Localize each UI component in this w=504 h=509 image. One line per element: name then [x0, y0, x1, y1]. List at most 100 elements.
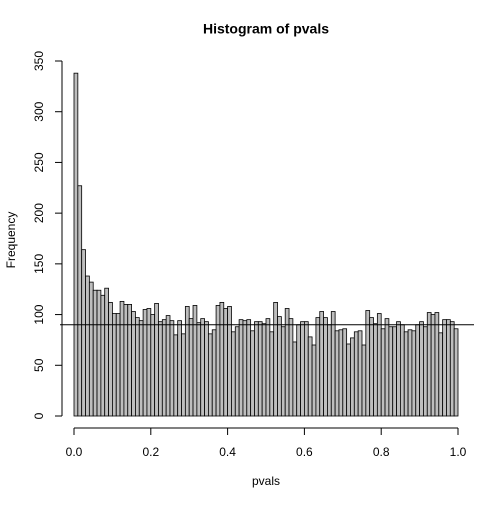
- bar: [334, 330, 340, 417]
- bar: [177, 320, 182, 417]
- bar: [231, 331, 236, 417]
- bar: [192, 305, 198, 417]
- bar: [319, 311, 325, 417]
- bar: [234, 326, 240, 417]
- bar: [127, 304, 133, 417]
- bar: [254, 321, 259, 417]
- bar: [115, 313, 121, 417]
- bar: [315, 317, 321, 417]
- bar: [449, 321, 455, 417]
- bar: [327, 324, 332, 417]
- bar: [85, 275, 90, 417]
- bar: [407, 329, 413, 417]
- bar: [104, 287, 109, 417]
- bar: [250, 330, 255, 417]
- x-tick-label: 0.4: [219, 445, 236, 459]
- bar: [196, 322, 202, 417]
- bar: [77, 185, 83, 417]
- bar: [280, 326, 286, 417]
- bar: [150, 314, 156, 417]
- bar: [330, 311, 336, 417]
- bar: [411, 330, 417, 417]
- y-tick-label: 100: [32, 304, 46, 324]
- x-tick-label: 0.0: [66, 445, 83, 459]
- bar: [446, 319, 451, 417]
- bar: [338, 329, 344, 417]
- bar: [388, 326, 394, 417]
- bar: [403, 331, 409, 417]
- bar: [88, 281, 94, 417]
- bar: [131, 311, 136, 417]
- bar: [423, 326, 428, 417]
- y-tick-label: 350: [32, 51, 46, 71]
- bar: [426, 312, 432, 417]
- bar: [303, 321, 309, 417]
- bar: [353, 331, 359, 417]
- bar: [73, 72, 79, 417]
- bar: [257, 321, 263, 417]
- bar: [307, 336, 313, 417]
- bar: [311, 344, 317, 417]
- x-tick-label: 0.8: [373, 445, 390, 459]
- bar: [288, 318, 294, 417]
- bar: [108, 301, 113, 417]
- bar: [138, 320, 144, 417]
- bar: [154, 303, 159, 417]
- bar: [392, 326, 397, 417]
- y-axis-label: Frequency: [4, 212, 18, 269]
- bar: [453, 328, 459, 417]
- bar: [346, 343, 351, 417]
- x-tick-label: 0.6: [296, 445, 313, 459]
- bar: [373, 323, 378, 417]
- bar: [142, 309, 148, 417]
- bar: [396, 321, 401, 417]
- bar: [434, 312, 440, 417]
- y-tick-label: 200: [32, 203, 46, 223]
- bar: [361, 344, 367, 417]
- bar: [161, 319, 167, 417]
- bar: [215, 305, 221, 417]
- bar: [81, 249, 86, 417]
- bar: [342, 328, 348, 417]
- bar: [438, 332, 444, 417]
- bar: [292, 341, 298, 417]
- bar: [100, 294, 106, 417]
- bar: [442, 319, 447, 417]
- bar: [96, 289, 102, 417]
- y-tick-label: 150: [32, 254, 46, 274]
- bar: [119, 300, 125, 417]
- x-axis-label: pvals: [252, 474, 280, 488]
- bar: [207, 333, 213, 417]
- bar: [219, 301, 225, 417]
- bar: [92, 289, 98, 417]
- bar: [227, 306, 232, 417]
- bar: [376, 313, 382, 417]
- bar: [419, 321, 424, 417]
- chart-title: Histogram of pvals: [203, 21, 329, 37]
- bar: [123, 304, 129, 417]
- bar: [273, 301, 278, 417]
- bar: [184, 306, 190, 417]
- bar: [188, 318, 194, 417]
- bar: [380, 328, 386, 417]
- bar: [204, 321, 209, 417]
- y-tick-label: 50: [32, 358, 46, 372]
- bar: [112, 313, 117, 417]
- bar: [296, 324, 301, 417]
- bar: [384, 318, 390, 417]
- bar: [135, 317, 140, 417]
- bar: [277, 316, 282, 417]
- bar: [430, 314, 436, 417]
- bar: [415, 324, 421, 417]
- bar: [165, 315, 171, 417]
- bar: [173, 334, 179, 417]
- bar: [323, 317, 328, 417]
- bar: [158, 321, 163, 417]
- bar: [242, 320, 248, 417]
- x-tick-label: 0.2: [142, 445, 159, 459]
- y-tick-label: 250: [32, 152, 46, 172]
- bar: [365, 310, 371, 417]
- bar: [357, 330, 363, 417]
- bar: [181, 333, 186, 417]
